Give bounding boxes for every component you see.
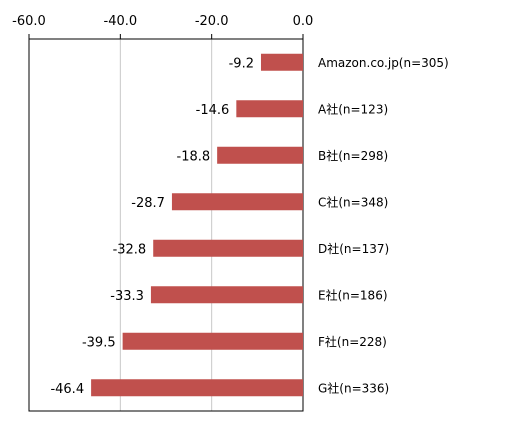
- gridlines: [119, 39, 213, 411]
- category-label: G社(n=336): [318, 380, 389, 395]
- category-labels: Amazon.co.jp(n=305) A社(n=123) B社(n=298) C社(…: [318, 56, 449, 396]
- bars: [91, 53, 304, 397]
- data-label: -39.5: [82, 335, 116, 350]
- bar: [153, 239, 303, 257]
- data-label: -33.3: [110, 289, 144, 304]
- bar: [91, 379, 304, 397]
- data-label: -46.4: [50, 382, 84, 397]
- bar: [122, 332, 303, 350]
- x-tick-label: -60.0: [12, 14, 46, 29]
- category-label: F社(n=228): [318, 334, 387, 349]
- category-label: C社(n=348): [318, 194, 388, 209]
- category-label: Amazon.co.jp(n=305): [318, 56, 449, 70]
- data-label: -32.8: [113, 242, 147, 257]
- bar: [260, 53, 303, 71]
- x-tick-label: -20.0: [195, 14, 229, 29]
- data-label: -9.2: [229, 56, 254, 71]
- bar: [171, 193, 303, 211]
- category-label: E社(n=186): [318, 287, 388, 302]
- data-labels: -9.2 -14.6 -18.8 -28.7 -32.8 -33.3 -39.5 -46.4: [50, 56, 254, 397]
- category-label: A社(n=123): [318, 101, 388, 116]
- category-label: B社(n=298): [318, 148, 388, 163]
- x-tick-label: -40.0: [104, 14, 138, 29]
- category-label: D社(n=137): [318, 241, 389, 256]
- plot-area-border: [28, 38, 304, 412]
- data-label: -18.8: [177, 149, 211, 164]
- bar: [150, 286, 303, 304]
- x-tick-label: 0.0: [293, 14, 314, 29]
- data-label: -28.7: [131, 196, 165, 211]
- bar: [236, 100, 303, 118]
- x-axis-ticks: -60.0 -40.0 -20.0 0.0: [12, 14, 313, 39]
- data-label: -14.6: [196, 103, 230, 118]
- bar: [217, 146, 303, 164]
